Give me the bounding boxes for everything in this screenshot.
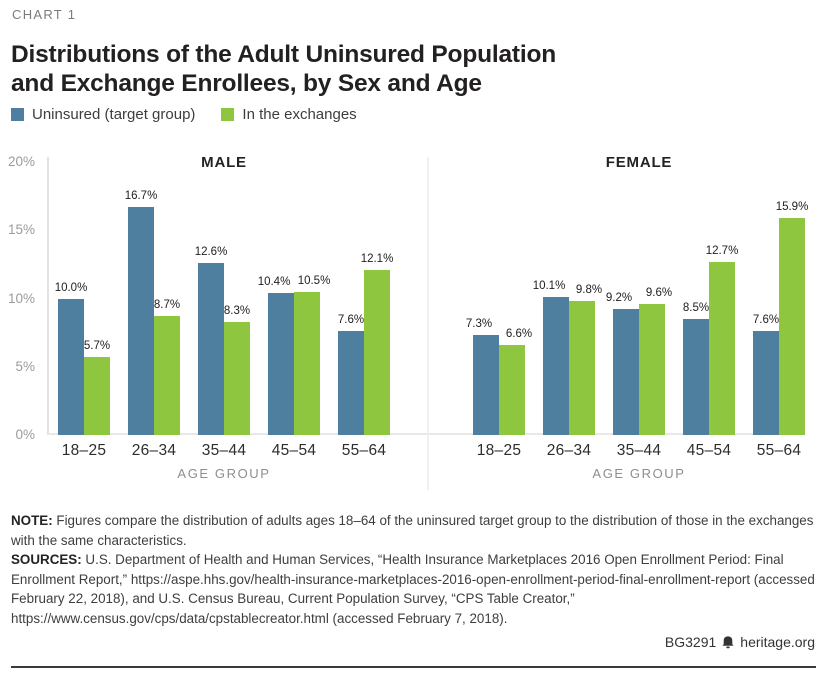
bar-value-label: 10.5% xyxy=(297,274,331,287)
panel-title-male: MALE xyxy=(201,154,247,171)
axis-label-age-group: AGE GROUP xyxy=(177,466,271,481)
bar-value-label: 7.3% xyxy=(465,318,493,331)
legend-label-uninsured: Uninsured (target group) xyxy=(32,106,196,123)
bar-female-18-25-exchanges xyxy=(499,344,525,435)
bar-male-35-44-exchanges xyxy=(224,321,250,435)
page-title: Distributions of the Adult Uninsured Pop… xyxy=(11,41,556,97)
bar-female-26-34-exchanges xyxy=(569,301,595,435)
bar-male-45-54-uninsured xyxy=(268,293,294,435)
y-axis-line xyxy=(47,157,49,435)
bar-value-label: 12.7% xyxy=(705,244,739,257)
panel-divider-line xyxy=(427,157,429,490)
bar-value-label: 12.6% xyxy=(194,246,228,258)
bar-value-label: 10.1% xyxy=(532,280,566,293)
bar-female-26-34-uninsured xyxy=(543,297,569,435)
bar-male-55-64-uninsured xyxy=(338,331,364,435)
bar-value-label: 10.0% xyxy=(54,281,88,294)
bar-female-55-64-uninsured xyxy=(753,331,779,435)
y-tick-label: 15% xyxy=(7,222,35,238)
bar-value-label: 9.2% xyxy=(605,292,633,305)
legend-item-exchanges: In the exchanges xyxy=(221,106,357,123)
bar-male-18-25-uninsured xyxy=(58,298,84,435)
note-label: NOTE: xyxy=(11,513,53,528)
bar-female-18-25-uninsured xyxy=(473,335,499,435)
bar-value-label: 5.7% xyxy=(83,340,111,353)
bar-female-45-54-uninsured xyxy=(683,318,709,435)
x-tick-label: 18–25 xyxy=(61,442,107,459)
notes-block: NOTE: Figures compare the distribution o… xyxy=(11,511,816,628)
x-tick-label: 26–34 xyxy=(131,442,177,459)
bar-male-26-34-uninsured xyxy=(128,207,154,435)
sources-label: SOURCES: xyxy=(11,552,82,567)
y-tick-label: 0% xyxy=(15,427,35,442)
bar-female-35-44-exchanges xyxy=(639,303,665,435)
note-text: Figures compare the distribution of adul… xyxy=(11,513,814,548)
panel-title-female: FEMALE xyxy=(605,154,673,171)
x-tick-label: 45–54 xyxy=(686,442,732,459)
x-tick-label: 18–25 xyxy=(476,442,522,459)
x-tick-label: 35–44 xyxy=(201,442,247,459)
bottom-rule xyxy=(11,666,816,668)
bar-value-label: 15.9% xyxy=(775,200,809,213)
x-tick-label: 26–34 xyxy=(546,442,592,459)
bar-female-55-64-exchanges xyxy=(779,217,805,435)
x-tick-label: 35–44 xyxy=(616,442,662,459)
bar-male-26-34-exchanges xyxy=(154,316,180,435)
bar-value-label: 12.1% xyxy=(360,252,394,265)
legend-swatch-exchanges xyxy=(221,108,235,121)
legend-label-exchanges: In the exchanges xyxy=(242,106,357,123)
y-tick-label: 10% xyxy=(7,290,35,306)
legend-swatch-uninsured xyxy=(11,108,24,121)
note-paragraph: NOTE: Figures compare the distribution o… xyxy=(11,511,816,550)
bar-value-label: 9.6% xyxy=(645,286,673,299)
report-id: BG3291 xyxy=(664,634,717,650)
x-tick-label: 45–54 xyxy=(271,442,317,459)
bar-value-label: 8.5% xyxy=(682,301,710,314)
bar-male-55-64-exchanges xyxy=(364,269,390,435)
bar-male-45-54-exchanges xyxy=(294,291,320,435)
axis-label-age-group: AGE GROUP xyxy=(592,466,686,481)
bar-value-label: 7.6% xyxy=(752,314,780,327)
bar-value-label: 8.7% xyxy=(153,299,181,312)
x-tick-label: 55–64 xyxy=(341,442,387,459)
bar-value-label: 9.8% xyxy=(575,284,603,297)
y-tick-label: 5% xyxy=(15,358,35,374)
x-axis-baseline xyxy=(48,433,805,435)
bar-male-18-25-exchanges xyxy=(84,357,110,435)
sources-paragraph: SOURCES: U.S. Department of Health and H… xyxy=(11,550,816,628)
bar-value-label: 6.6% xyxy=(505,327,533,340)
bar-female-35-44-uninsured xyxy=(613,309,639,435)
bar-value-label: 10.4% xyxy=(257,276,291,289)
bar-male-35-44-uninsured xyxy=(198,263,224,435)
legend-item-uninsured: Uninsured (target group) xyxy=(11,106,195,123)
bar-value-label: 7.6% xyxy=(337,314,365,327)
x-tick-label: 55–64 xyxy=(756,442,802,459)
sources-text: U.S. Department of Health and Human Serv… xyxy=(11,552,815,626)
legend: Uninsured (target group) In the exchange… xyxy=(11,106,357,123)
site-link[interactable]: heritage.org xyxy=(740,634,815,650)
liberty-bell-icon xyxy=(722,635,734,648)
bar-value-label: 16.7% xyxy=(124,190,158,203)
chart-eyebrow: CHART 1 xyxy=(12,7,77,22)
bar-value-label: 8.3% xyxy=(223,304,251,317)
y-tick-label: 20% xyxy=(7,154,35,169)
footer: BG3291 heritage.org xyxy=(665,634,815,650)
bar-female-45-54-exchanges xyxy=(709,261,735,435)
